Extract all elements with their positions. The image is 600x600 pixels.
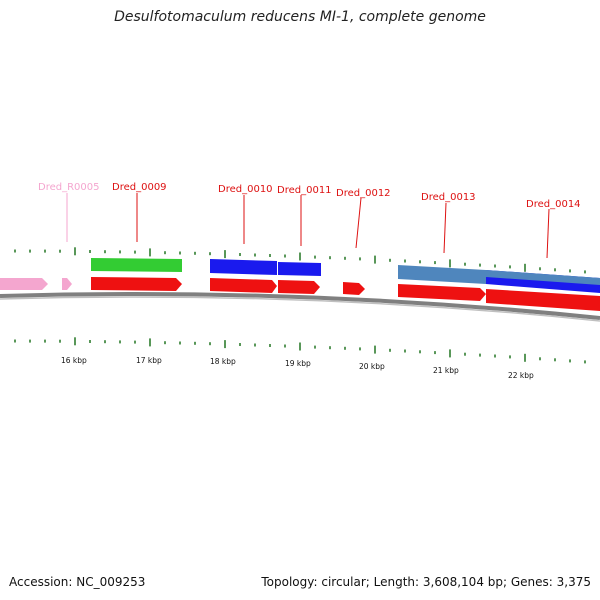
steel-feature-block-2[interactable] — [486, 270, 600, 285]
kbp-label-20: 20 kbp — [359, 362, 385, 371]
kbp-label-21: 21 kbp — [433, 366, 459, 375]
kbp-label-22: 22 kbp — [508, 371, 534, 380]
gene-label-dred-0010[interactable]: Dred_0010 — [218, 184, 273, 195]
steel-feature-block[interactable] — [398, 265, 486, 284]
leader-dred-0012 — [355, 197, 362, 249]
leader-dred-0013 — [443, 202, 447, 254]
rrna-arrow-1[interactable] — [0, 278, 48, 290]
genome-backbone — [0, 291, 600, 320]
lower-scale-ticks — [14, 337, 586, 364]
topology-summary-text: Topology: circular; Length: 3,608,104 bp… — [261, 575, 591, 589]
gene-label-dred-0014[interactable]: Dred_0014 — [526, 199, 581, 210]
gene-labels: Dred_R0005 Dred_0009 Dred_0010 Dred_0011… — [38, 182, 581, 210]
gene-label-dred-0009[interactable]: Dred_0009 — [112, 182, 167, 193]
blue-feature-block-1[interactable] — [210, 259, 277, 275]
kbp-label-17: 17 kbp — [136, 356, 162, 365]
upper-scale-ticks — [14, 247, 586, 274]
kbp-label-19: 19 kbp — [285, 359, 311, 368]
feature-blocks — [91, 258, 600, 293]
kbp-label-18: 18 kbp — [210, 357, 236, 366]
blue-feature-block-2[interactable] — [278, 262, 321, 276]
cds-arrow-dred-0013[interactable] — [398, 284, 486, 301]
gene-label-dred-0012[interactable]: Dred_0012 — [336, 188, 391, 199]
rrna-arrow-2[interactable] — [62, 278, 72, 290]
kbp-label-16: 16 kbp — [61, 356, 87, 365]
gene-label-dred-r0005[interactable]: Dred_R0005 — [38, 182, 100, 193]
cds-arrow-dred-0010[interactable] — [210, 278, 277, 293]
genome-backbone-shadow — [0, 296, 600, 322]
cds-arrow-dred-0014[interactable] — [486, 289, 600, 311]
gene-label-dred-0013[interactable]: Dred_0013 — [421, 192, 476, 203]
map-title: Desulfotomaculum reducens MI-1, complete… — [114, 9, 486, 25]
gene-arrows — [0, 277, 600, 311]
cds-arrow-dred-0011[interactable] — [278, 280, 320, 294]
label-leader-lines — [66, 193, 550, 259]
cds-arrow-dred-0009[interactable] — [91, 277, 182, 291]
leader-dred-0014 — [546, 208, 550, 259]
cds-arrow-dred-0012[interactable] — [343, 282, 365, 295]
kbp-labels: 16 kbp 17 kbp 18 kbp 19 kbp 20 kbp 21 kb… — [61, 356, 534, 380]
accession-text: Accession: NC_009253 — [9, 575, 146, 589]
green-feature-block[interactable] — [91, 258, 182, 272]
gene-label-dred-0011[interactable]: Dred_0011 — [277, 185, 332, 196]
